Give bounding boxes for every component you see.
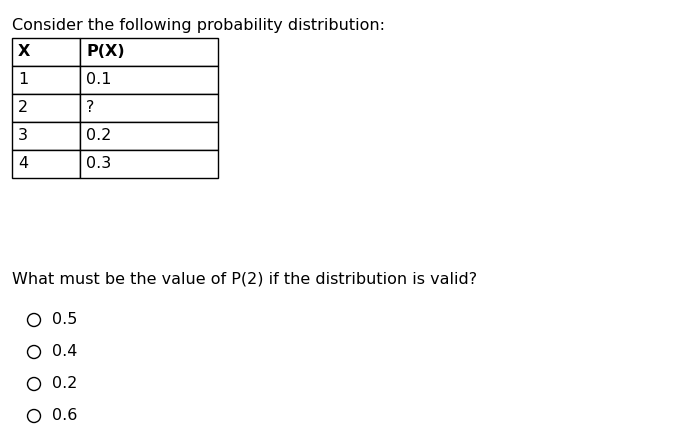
Text: 0.3: 0.3 [86, 156, 111, 172]
Bar [80, 66, 218, 94]
Text: P(X): P(X) [86, 45, 125, 60]
Text: 0.2: 0.2 [86, 128, 111, 144]
Text: 0.5: 0.5 [52, 312, 77, 328]
Text: 0.2: 0.2 [52, 377, 77, 392]
Text: X: X [18, 45, 31, 60]
Bar [12, 38, 80, 66]
Bar [80, 150, 218, 178]
Text: 0.6: 0.6 [52, 409, 77, 424]
Text: 0.1: 0.1 [86, 73, 111, 88]
Text: 0.4: 0.4 [52, 345, 77, 360]
Text: 2: 2 [18, 100, 28, 116]
Text: What must be the value of P(2) if the distribution is valid?: What must be the value of P(2) if the di… [12, 272, 477, 287]
Text: Consider the following probability distribution:: Consider the following probability distr… [12, 18, 385, 33]
Text: 4: 4 [18, 156, 28, 172]
Bar [80, 94, 218, 122]
Bar [80, 38, 218, 66]
Bar [12, 122, 80, 150]
Bar [12, 94, 80, 122]
Bar [12, 66, 80, 94]
Text: 1: 1 [18, 73, 29, 88]
Text: 3: 3 [18, 128, 28, 144]
Bar [12, 150, 80, 178]
Text: ?: ? [86, 100, 95, 116]
Bar [80, 122, 218, 150]
